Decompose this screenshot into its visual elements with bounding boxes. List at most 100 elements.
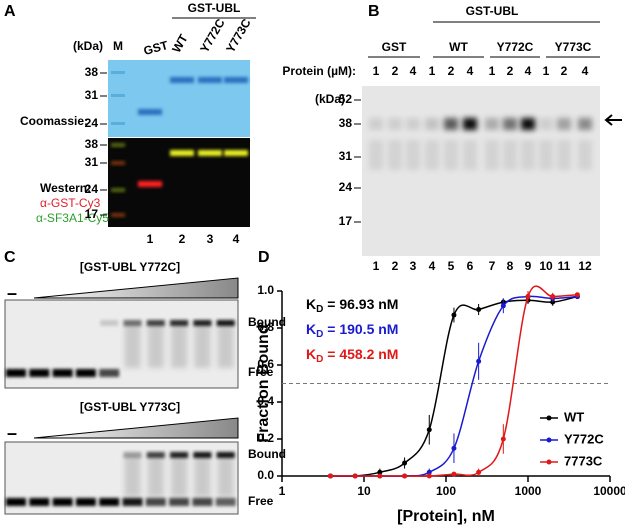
point [426,469,432,475]
band [170,320,189,326]
concentration: 1 [429,64,436,78]
marker-band [111,143,125,147]
control-label: – [7,423,17,443]
band [215,498,236,506]
gradient-triangle [33,277,239,299]
kda-marker: 38 [339,116,353,130]
arrow [604,114,622,126]
lane-number: 1 [373,259,380,273]
marker-band [111,213,125,217]
y-axis-label: Fraction Bound [255,324,272,442]
band [99,498,120,506]
x-tick-label: 100 [436,484,456,498]
gel-title: [GST-UBL Y772C] [80,260,180,274]
point [500,436,506,442]
lane-label: Y773C [223,16,254,55]
kd-text: = 96.93 nM [323,296,398,312]
band [444,118,458,130]
lane-label: GST [142,38,170,58]
band [99,369,120,377]
lane-label: M [113,39,123,53]
x-tick-label: 10 [357,484,371,498]
lane-number: 12 [578,259,592,273]
kd-text: = 190.5 nM [323,321,398,337]
legend-label: 7773C [564,453,603,468]
band [169,498,190,506]
band [52,498,73,506]
point [574,292,580,298]
point [352,473,358,479]
legend-label: WT [564,409,584,424]
kda-marker: 31 [85,155,99,169]
smear [171,455,188,497]
band [138,181,162,187]
point [476,469,482,475]
kd-symbol: K [306,296,316,312]
band [406,118,420,130]
band [369,118,383,130]
smear [369,140,383,170]
y-tick-label: 0.6 [257,357,274,371]
band [557,118,571,130]
band [146,452,165,458]
y-tick-label: 1.0 [257,283,274,297]
concentration: 4 [525,64,532,78]
band [198,150,222,156]
gel [362,86,600,256]
smear [124,455,141,497]
band [503,118,517,130]
point [451,445,457,451]
bound-label: Bound [248,447,286,461]
panel-label: B [368,3,380,20]
lane-number: 9 [525,259,532,273]
band [224,150,248,156]
x-tick-label: 1 [279,484,286,498]
kda-marker: 24 [85,182,99,196]
lane-label: WT [169,31,191,55]
kd-annotation: KD = 96.93 nM [306,296,398,315]
kda-marker: 24 [339,180,353,194]
group-label: Y772C [497,40,534,54]
concentration: 2 [561,64,568,78]
x-tick-label: 10000 [593,484,625,498]
series-line [330,285,578,477]
band [388,118,402,130]
kda-marker: 38 [85,65,99,79]
lane-number: 2 [392,259,399,273]
kd-symbol: K [306,321,316,337]
marker-band [111,94,125,97]
kda-label: (kDa) [73,39,103,53]
marker-band [111,188,125,192]
kda-marker: 38 [85,137,99,151]
point [550,294,556,300]
lane-number: 10 [539,259,553,273]
y-tick-label: 0.0 [257,468,274,482]
band [216,452,235,458]
free-label: Free [248,365,274,379]
marker-band [111,71,125,74]
legend-label: Y772C [564,431,604,446]
kda-marker: 17 [85,207,99,221]
kd-text: = 458.2 nM [323,346,398,362]
point [402,460,408,466]
band [425,118,439,130]
legend-marker [546,415,552,421]
gel-label: Western: [40,181,91,195]
lane-number: 8 [507,259,514,273]
smear [406,140,420,170]
point [476,358,482,364]
band [578,118,592,130]
band [192,498,213,506]
point [525,294,531,300]
legend-marker [546,437,552,443]
x-tick-label: 1000 [515,484,542,498]
group-label: GST [382,40,407,54]
band [29,498,50,506]
band [29,369,50,377]
concentration: 4 [582,64,589,78]
lane-number: 4 [429,259,436,273]
smear [444,140,458,170]
group-label: Y773C [555,40,592,54]
lane-number: 6 [467,259,474,273]
